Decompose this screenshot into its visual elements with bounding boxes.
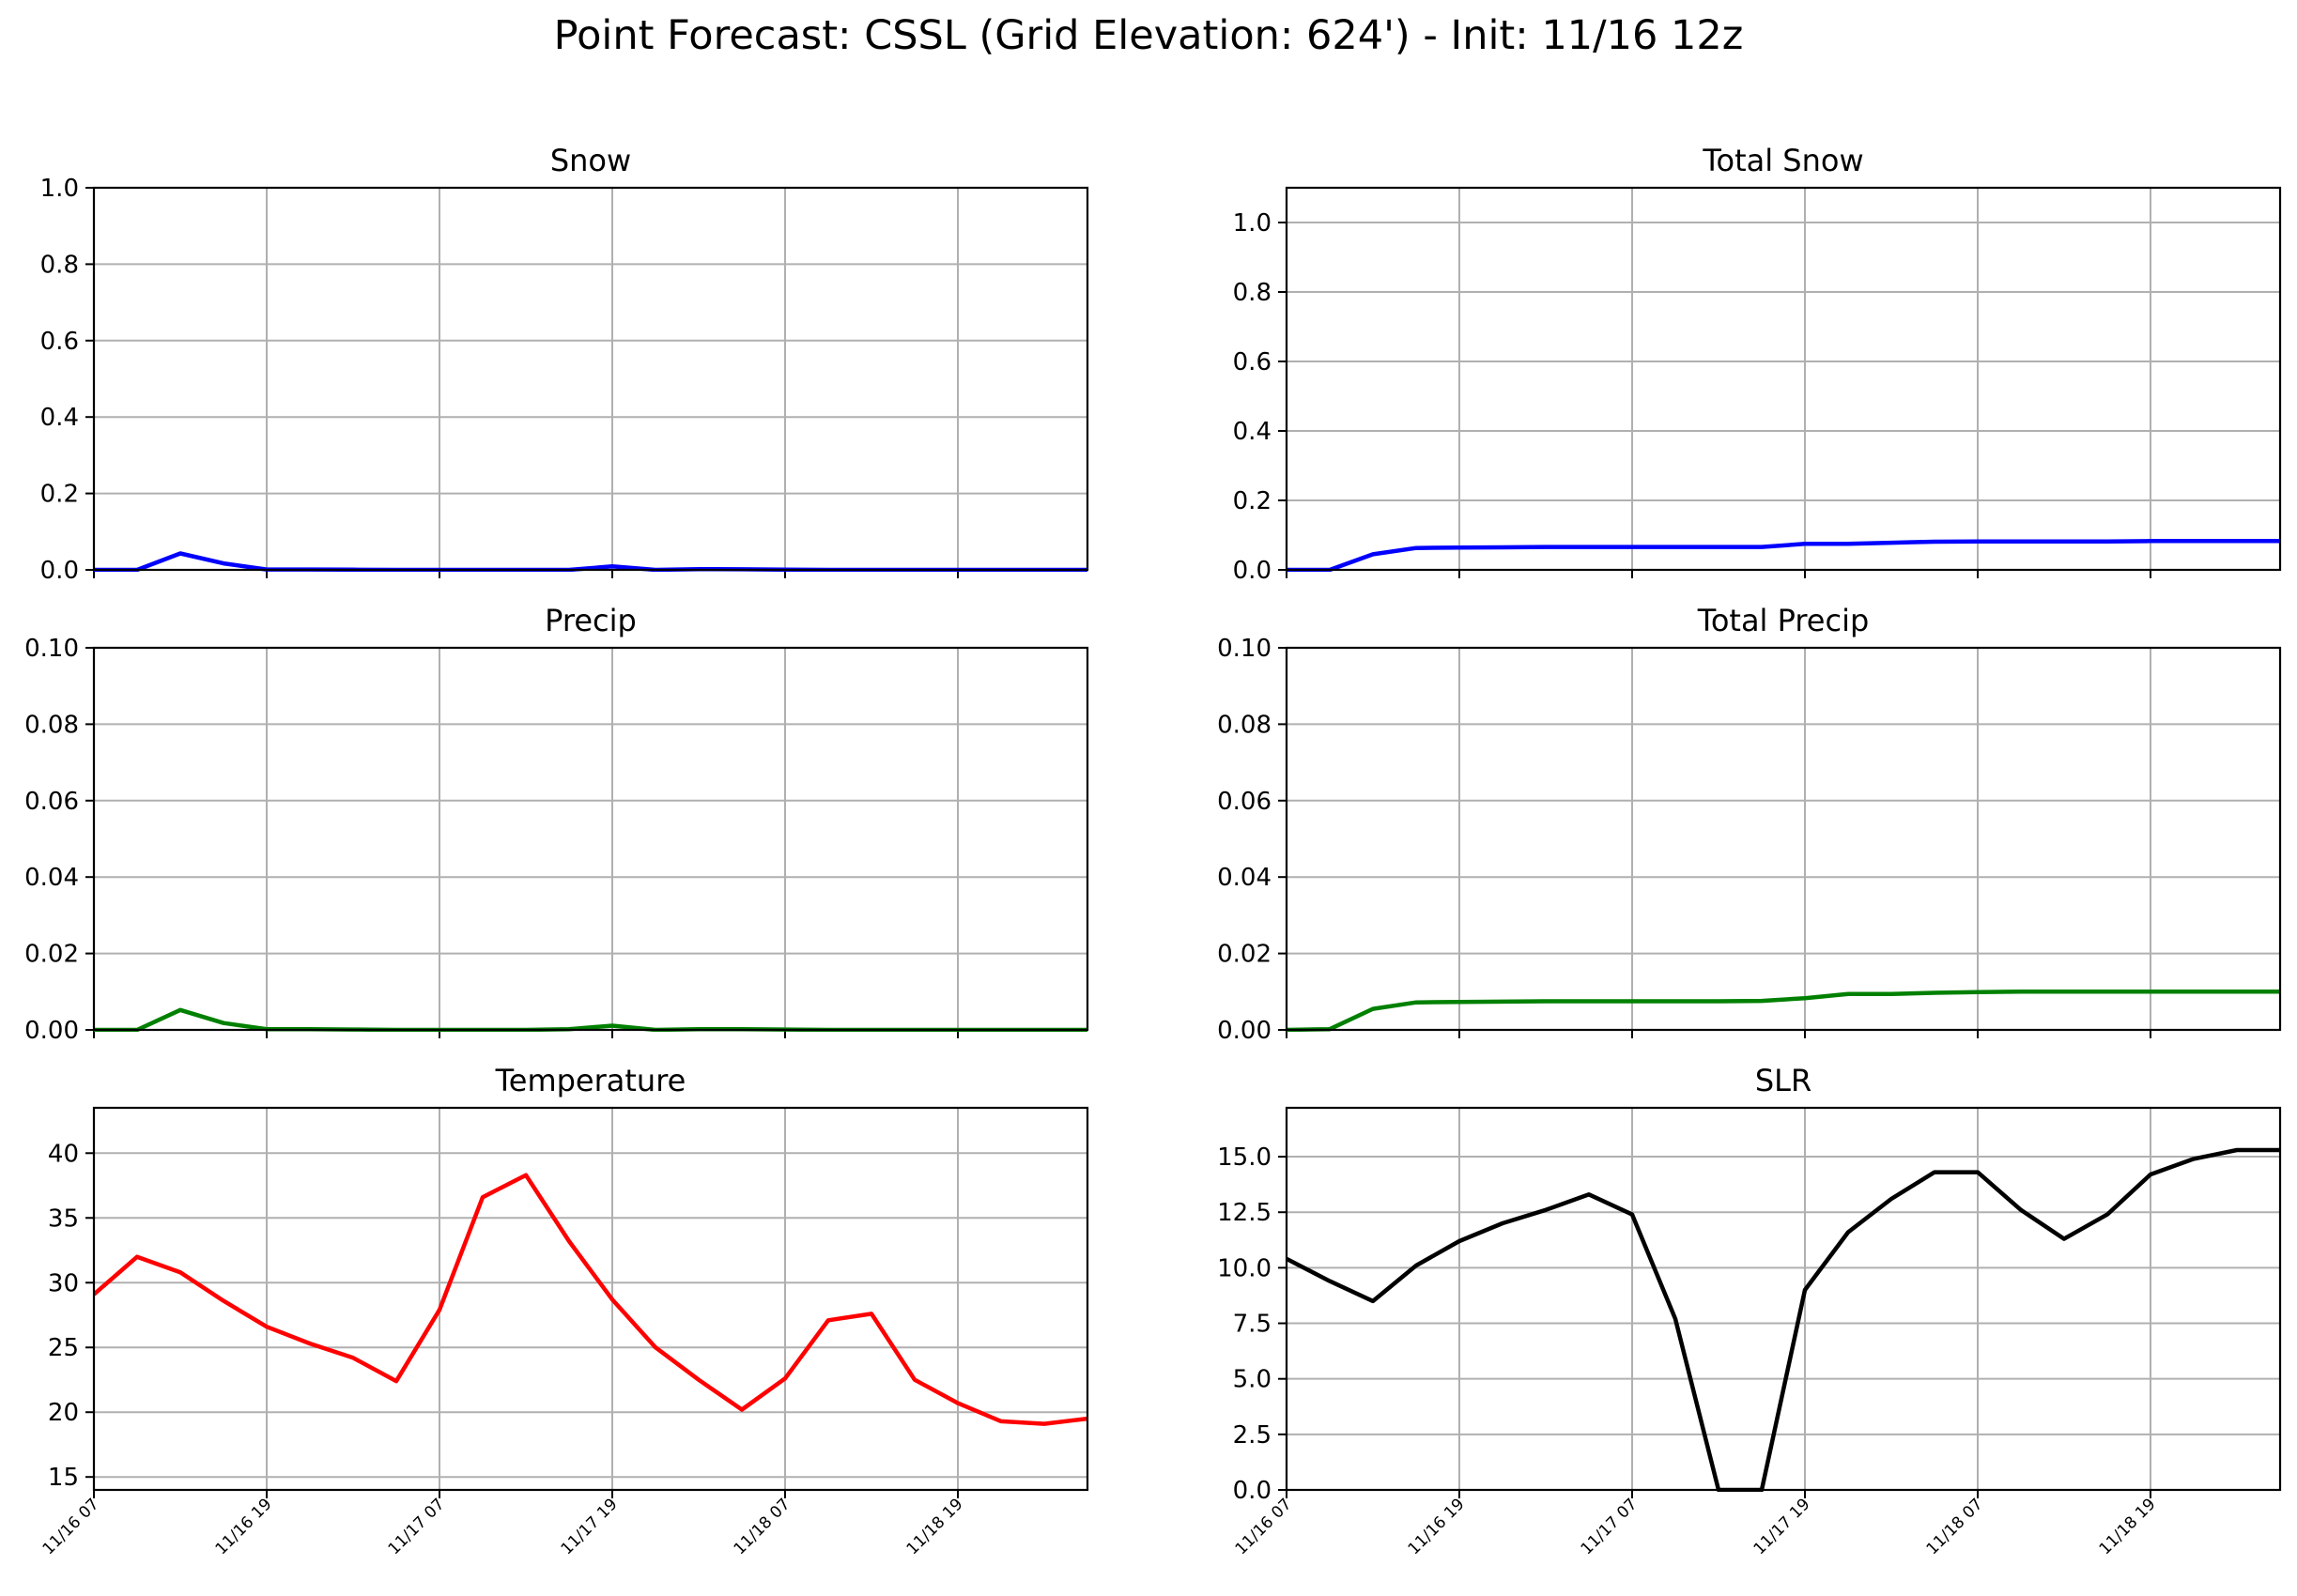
slr-ytick-label: 12.5 bbox=[1217, 1199, 1272, 1227]
slr-xtick-label: 11/18 19 bbox=[2096, 1495, 2160, 1558]
total-snow-ytick-label: 0.2 bbox=[1233, 487, 1272, 515]
snow-ytick-label: 0.6 bbox=[40, 328, 79, 356]
figure-title: Point Forecast: CSSL (Grid Elevation: 62… bbox=[554, 12, 1744, 59]
total-precip-ytick-label: 0.00 bbox=[1217, 1017, 1272, 1045]
slr-series-line bbox=[1287, 1147, 2280, 1492]
total-precip-ytick-label: 0.06 bbox=[1217, 788, 1272, 816]
temperature-xtick-label: 11/16 19 bbox=[212, 1495, 276, 1558]
precip-ytick-label: 0.04 bbox=[24, 864, 79, 892]
total-precip-ytick-label: 0.10 bbox=[1217, 635, 1272, 663]
panel-title-temperature: Temperature bbox=[495, 1063, 686, 1098]
temperature-xtick-label: 11/18 19 bbox=[903, 1495, 967, 1558]
snow-ytick-label: 0.8 bbox=[40, 251, 79, 279]
precip-ytick-label: 0.10 bbox=[24, 635, 79, 663]
panel-title-slr: SLR bbox=[1755, 1063, 1811, 1098]
slr-ytick-label: 15.0 bbox=[1217, 1143, 1272, 1172]
slr-ytick-label: 10.0 bbox=[1217, 1254, 1272, 1282]
panel-title-total-precip: Total Precip bbox=[1697, 603, 1870, 638]
panel-temperature: Temperature 15 20 25 30 35 40 11/16 07 11/16 19… bbox=[39, 1063, 1089, 1558]
total-snow-ytick-label: 0.4 bbox=[1233, 418, 1272, 446]
panel-snow: Snow 0.0 0.2 0.4 0.6 0.8 1.0 bbox=[40, 143, 1089, 585]
temperature-ytick-label: 35 bbox=[48, 1205, 79, 1233]
temperature-xtick-label: 11/16 07 bbox=[39, 1495, 103, 1558]
slr-ytick-label: 0.0 bbox=[1233, 1477, 1272, 1505]
total-precip-ytick-label: 0.02 bbox=[1217, 941, 1272, 969]
total-precip-ytick-label: 0.08 bbox=[1217, 711, 1272, 739]
temperature-xtick-label: 11/18 07 bbox=[731, 1495, 794, 1558]
panel-precip: Precip 0.00 0.02 0.04 0.06 0.08 0.10 bbox=[24, 603, 1089, 1045]
temperature-ytick-label: 20 bbox=[48, 1399, 79, 1427]
precip-ytick-label: 0.06 bbox=[24, 788, 79, 816]
slr-xtick-label: 11/17 07 bbox=[1578, 1495, 1642, 1558]
snow-series-line bbox=[94, 551, 1087, 572]
total-snow-ytick-label: 0.0 bbox=[1233, 557, 1272, 585]
snow-ytick-label: 0.4 bbox=[40, 404, 79, 432]
snow-axes-frame bbox=[92, 186, 1089, 572]
temperature-ytick-label: 15 bbox=[48, 1464, 79, 1492]
slr-ytick-label: 5.0 bbox=[1233, 1366, 1272, 1394]
total-snow-ytick-label: 1.0 bbox=[1233, 209, 1272, 238]
total-precip-ytick-label: 0.04 bbox=[1217, 864, 1272, 892]
total-snow-axes-frame bbox=[1285, 186, 2282, 572]
total-snow-ytick-label: 0.6 bbox=[1233, 348, 1272, 376]
panel-title-snow: Snow bbox=[550, 143, 631, 178]
temperature-xtick-label: 11/17 19 bbox=[558, 1495, 622, 1558]
slr-ytick-label: 2.5 bbox=[1233, 1421, 1272, 1450]
panel-title-total-snow: Total Snow bbox=[1702, 143, 1863, 178]
temperature-xtick-label: 11/17 07 bbox=[385, 1495, 449, 1558]
temperature-ytick-label: 30 bbox=[48, 1269, 79, 1297]
precip-series-line bbox=[94, 1007, 1087, 1032]
panel-total-snow: Total Snow 0.0 0.2 0.4 0.6 0.8 1.0 bbox=[1233, 143, 2282, 585]
snow-ytick-label: 0.0 bbox=[40, 557, 79, 585]
temperature-ytick-label: 25 bbox=[48, 1334, 79, 1362]
snow-ytick-label: 1.0 bbox=[40, 175, 79, 203]
slr-xtick-label: 11/18 07 bbox=[1923, 1495, 1987, 1558]
panel-title-precip: Precip bbox=[545, 603, 637, 638]
slr-ytick-label: 7.5 bbox=[1233, 1311, 1272, 1339]
total-precip-axes-frame bbox=[1285, 646, 2282, 1032]
panel-slr: SLR 0.02.55.07.510.012.515.011/16 07 11/1… bbox=[1217, 1063, 2282, 1558]
slr-axes-frame bbox=[1285, 1106, 2282, 1492]
snow-ytick-label: 0.2 bbox=[40, 481, 79, 509]
temperature-ytick-label: 40 bbox=[48, 1140, 79, 1168]
panel-total-precip: Total Precip 0.00 0.02 0.04 0.06 0.08 0.10 bbox=[1217, 603, 2282, 1045]
precip-ytick-label: 0.00 bbox=[24, 1017, 79, 1045]
precip-ytick-label: 0.02 bbox=[24, 941, 79, 969]
total-snow-ytick-label: 0.8 bbox=[1233, 279, 1272, 307]
temperature-axes-frame bbox=[92, 1106, 1089, 1492]
precip-axes-frame bbox=[92, 646, 1089, 1032]
slr-xtick-label: 11/17 19 bbox=[1750, 1495, 1814, 1558]
temperature-series-line bbox=[94, 1173, 1087, 1426]
total-snow-series-line bbox=[1287, 539, 2280, 572]
total-precip-series-line bbox=[1287, 990, 2280, 1032]
slr-xtick-label: 11/16 19 bbox=[1405, 1495, 1469, 1558]
precip-ytick-label: 0.08 bbox=[24, 711, 79, 739]
